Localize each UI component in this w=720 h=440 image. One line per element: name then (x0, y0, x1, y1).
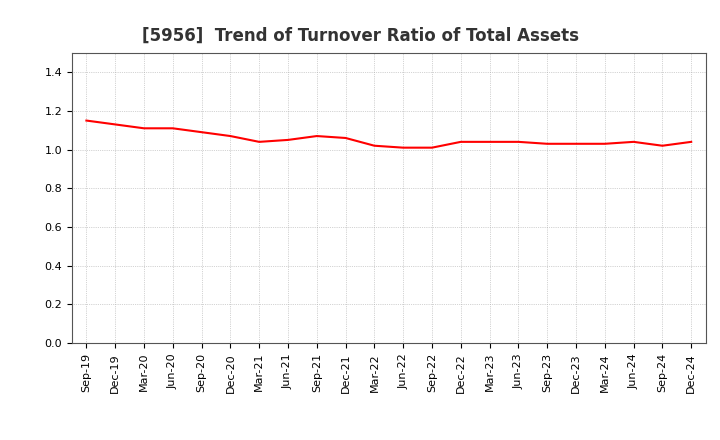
Text: [5956]  Trend of Turnover Ratio of Total Assets: [5956] Trend of Turnover Ratio of Total … (142, 26, 578, 44)
